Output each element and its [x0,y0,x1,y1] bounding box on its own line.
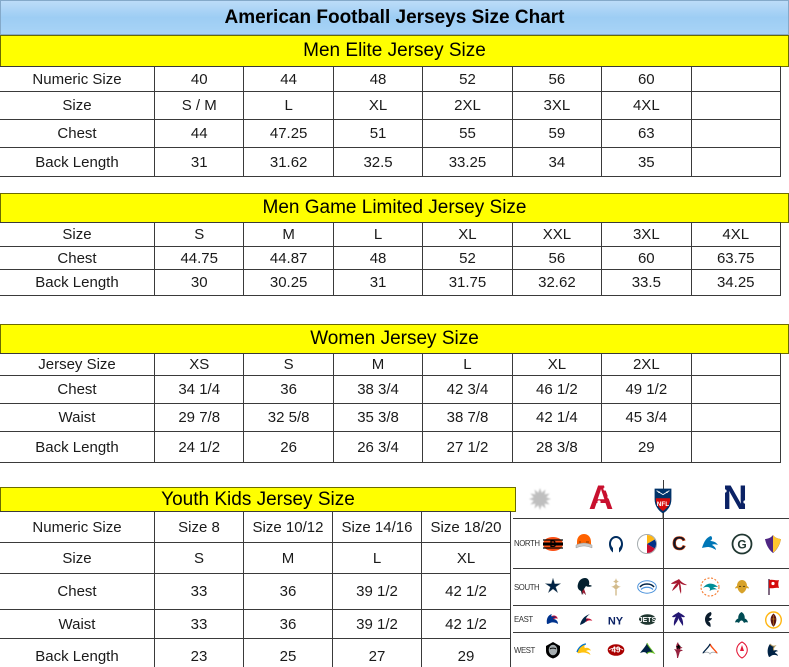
svg-text:A: A [589,480,614,517]
svg-text:NFL: NFL [657,501,670,508]
svg-text:NY: NY [608,615,624,627]
svg-text:B: B [550,539,557,549]
svg-text:49: 49 [611,646,620,655]
svg-text:JETS: JETS [638,617,656,624]
svg-text:C: C [672,534,686,555]
svg-text:N: N [723,480,748,517]
svg-text:G: G [737,537,746,551]
